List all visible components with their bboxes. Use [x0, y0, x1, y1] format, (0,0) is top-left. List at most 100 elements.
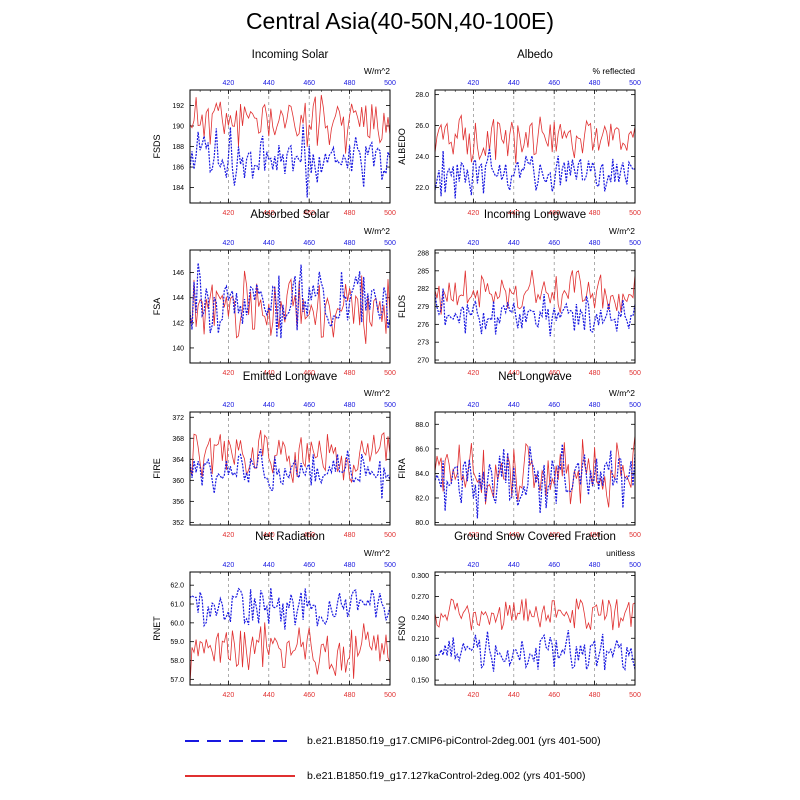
panel-5-xlabel-top-480: 480 [589, 402, 601, 409]
panel-1-title: Albedo [517, 49, 553, 61]
panel-3-xlabel-bottom-460: 460 [548, 370, 560, 377]
panel-6-xlabel-top-420: 420 [223, 562, 235, 569]
panel-0-xlabel-top-500: 500 [384, 80, 396, 87]
panel-6-ylabel-tick-2: 59.0 [170, 639, 184, 646]
panel-3-xlabel-bottom-440: 440 [508, 370, 520, 377]
panel-2-xlabel-top-440: 440 [263, 240, 275, 247]
panel-0-title: Incoming Solar [252, 49, 329, 61]
panel-4-xlabel-top-460: 460 [303, 402, 315, 409]
panel-0-xlabel-bottom-460: 460 [303, 210, 315, 217]
panel-6-ylabel-tick-4: 61.0 [170, 602, 184, 609]
panel-7-ylabel-tick-2: 0.210 [411, 636, 429, 643]
legend-label-cmip6: b.e21.B1850.f19_g17.CMIP6-piControl-2deg… [307, 735, 601, 747]
panel-0-xlabel-top-460: 460 [303, 80, 315, 87]
panel-3-xlabel-bottom-500: 500 [629, 370, 641, 377]
panel-3-xlabel-top-460: 460 [548, 240, 560, 247]
panel-6-ylabel-tick-5: 62.0 [170, 583, 184, 590]
panel-7-units: unitless [606, 548, 635, 558]
panel-4-title: Emitted Longwave [243, 371, 338, 383]
panel-7-xlabel-bottom-480: 480 [589, 692, 601, 699]
panel-5-xlabel-top-420: 420 [468, 402, 480, 409]
panel-1-ylabel-tick-1: 24.0 [415, 154, 429, 161]
panel-1-xlabel-top-500: 500 [629, 80, 641, 87]
panel-7-title: Ground Snow Covered Fraction [454, 531, 616, 543]
panel-7-xlabel-top-480: 480 [589, 562, 601, 569]
panel-3-ylabel-tick-5: 285 [417, 268, 429, 275]
panel-1-ylabel-tick-0: 22.0 [415, 185, 429, 192]
panel-1-ylabel: ALBEDO [397, 128, 407, 165]
panel-2-xlabel-bottom-420: 420 [223, 370, 235, 377]
panel-4-xlabel-bottom-500: 500 [384, 532, 396, 539]
panel-4-series-cmip6-line [189, 448, 391, 499]
panel-2-ylabel: FSA [152, 298, 162, 316]
panel-2-ylabel-tick-1: 142 [172, 320, 184, 327]
panel-0-xlabel-top-420: 420 [223, 80, 235, 87]
panel-3-ylabel-tick-0: 270 [417, 358, 429, 365]
panel-5-ylabel-tick-0: 80.0 [415, 520, 429, 527]
panel-6-xlabel-top-460: 460 [303, 562, 315, 569]
panel-3-xlabel-top-440: 440 [508, 240, 520, 247]
panel-7-series-cmip6-line [434, 630, 636, 672]
panel-6-series-cmip6-line [189, 587, 391, 630]
panel-7-xlabel-bottom-500: 500 [629, 692, 641, 699]
panel-4-series-control-line [189, 430, 391, 484]
panel-4-ylabel-tick-0: 352 [172, 520, 184, 527]
panel-4-xlabel-top-500: 500 [384, 402, 396, 409]
panel-4-frame [189, 411, 391, 526]
panel-0-units: W/m^2 [364, 66, 390, 76]
panel-5-ylabel-tick-3: 86.0 [415, 446, 429, 453]
panel-1-frame [434, 89, 636, 204]
panel-6-xlabel-bottom-460: 460 [303, 692, 315, 699]
panel-3-xlabel-top-500: 500 [629, 240, 641, 247]
panel-5-ylabel: FIRA [397, 458, 407, 479]
panel-0-frame [189, 89, 391, 204]
panel-4-ylabel: FIRE [152, 458, 162, 479]
panel-4-ylabel-tick-4: 368 [172, 436, 184, 443]
legend-item-control: b.e21.B1850.f19_g17.127kaControl-2deg.00… [185, 766, 585, 786]
panel-6-series-control-line [189, 622, 391, 686]
panel-6-xlabel-top-480: 480 [344, 562, 356, 569]
panel-1-series-cmip6-line [434, 148, 636, 199]
panel-5-series-control-line [434, 435, 636, 508]
panel-4-xlabel-bottom-440: 440 [263, 532, 275, 539]
panel-6-xlabel-bottom-420: 420 [223, 692, 235, 699]
panel-3-xlabel-top-480: 480 [589, 240, 601, 247]
panel-0-ylabel-tick-2: 188 [172, 144, 184, 151]
panel-4-units: W/m^2 [364, 388, 390, 398]
panel-3-ylabel-tick-3: 279 [417, 304, 429, 311]
panel-2-xlabel-bottom-440: 440 [263, 370, 275, 377]
panel-5-xlabel-bottom-460: 460 [548, 532, 560, 539]
panel-7-xlabel-top-440: 440 [508, 562, 520, 569]
panel-0-xlabel-top-440: 440 [263, 80, 275, 87]
panel-1-xlabel-bottom-500: 500 [629, 210, 641, 217]
panel-0-xlabel-bottom-420: 420 [223, 210, 235, 217]
panel-4-ylabel-tick-5: 372 [172, 415, 184, 422]
panel-5-xlabel-top-440: 440 [508, 402, 520, 409]
panel-1-xlabel-top-480: 480 [589, 80, 601, 87]
panel-1-xlabel-top-460: 460 [548, 80, 560, 87]
panel-0-xlabel-bottom-440: 440 [263, 210, 275, 217]
panel-7-ylabel-tick-1: 0.180 [411, 657, 429, 664]
panel-1-units: % reflected [592, 66, 635, 76]
panel-4-ylabel-tick-2: 360 [172, 478, 184, 485]
panel-0-ylabel-tick-1: 186 [172, 165, 184, 172]
panel-1-xlabel-bottom-480: 480 [589, 210, 601, 217]
panel-4-xlabel-top-440: 440 [263, 402, 275, 409]
panel-6-ylabel-tick-0: 57.0 [170, 677, 184, 684]
panel-0-ylabel-tick-0: 184 [172, 185, 184, 192]
panel-1-ylabel-tick-2: 26.0 [415, 123, 429, 130]
panel-7-ylabel-tick-3: 0.240 [411, 615, 429, 622]
panel-6-xlabel-bottom-480: 480 [344, 692, 356, 699]
panel-7-ylabel-tick-5: 0.300 [411, 573, 429, 580]
panel-2-title: Absorbed Solar [250, 209, 329, 221]
panel-3-xlabel-bottom-420: 420 [468, 370, 480, 377]
panel-5-units: W/m^2 [609, 388, 635, 398]
legend-label-control: b.e21.B1850.f19_g17.127kaControl-2deg.00… [307, 770, 586, 782]
panel-0-series-cmip6-line [189, 124, 391, 198]
panel-6-frame [189, 571, 391, 686]
panel-5-ylabel-tick-4: 88.0 [415, 422, 429, 429]
panel-1-ylabel-tick-3: 28.0 [415, 92, 429, 99]
panel-3-ylabel: FLDS [397, 295, 407, 318]
legend-swatch-cmip6 [185, 740, 295, 742]
panel-6-units: W/m^2 [364, 548, 390, 558]
